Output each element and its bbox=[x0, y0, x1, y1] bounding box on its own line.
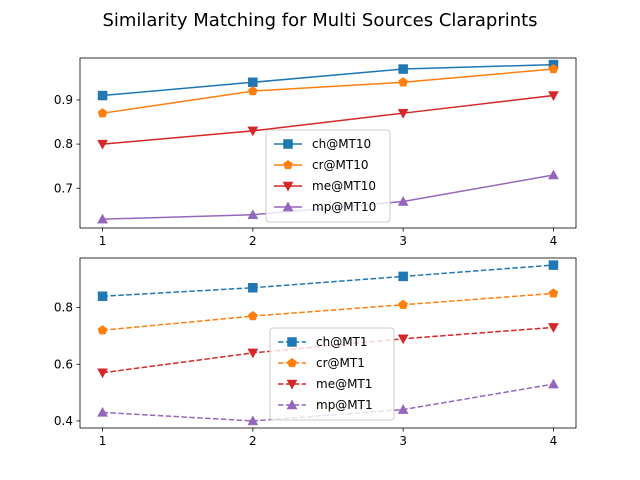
data-point-ch@MT1-3 bbox=[398, 271, 408, 282]
data-point-ch@MT1-4 bbox=[548, 260, 559, 270]
legend-label-mp@MT1: mp@MT1 bbox=[316, 398, 373, 412]
x-tick-label: 4 bbox=[550, 434, 558, 448]
data-point-me@MT10-1 bbox=[97, 139, 108, 150]
legend-marker-mp@MT1 bbox=[286, 399, 298, 410]
y-tick-label: 0.6 bbox=[54, 357, 73, 371]
top-subplot: 1 2 3 4 0.7 0.8 0.9 ch@MT10 cr@MT10 me@MT10 mp@MT1… bbox=[54, 57, 577, 248]
legend-marker-cr@MT10 bbox=[283, 159, 293, 170]
data-point-cr@MT1-3 bbox=[398, 299, 409, 309]
legend-marker-cr@MT1 bbox=[287, 357, 297, 368]
y-tick-label: 0.8 bbox=[54, 137, 73, 151]
data-point-cr@MT1-2 bbox=[247, 310, 258, 321]
data-point-mp@MT1-2 bbox=[247, 415, 259, 426]
data-point-me@MT1-4 bbox=[548, 323, 559, 333]
data-point-mp@MT10-2 bbox=[247, 209, 259, 220]
x-tick-label: 1 bbox=[99, 434, 107, 448]
data-point-cr@MT10-4 bbox=[548, 63, 559, 74]
series-cr@MT10 bbox=[97, 63, 559, 118]
y-tick-label: 0.4 bbox=[54, 414, 73, 428]
data-point-cr@MT1-4 bbox=[548, 288, 559, 298]
legend: ch@MT1 cr@MT1 me@MT1 mp@MT1 bbox=[269, 327, 395, 421]
data-point-mp@MT10-4 bbox=[548, 169, 559, 180]
data-point-cr@MT10-3 bbox=[398, 77, 409, 87]
legend-label-ch@MT10: ch@MT10 bbox=[312, 137, 371, 151]
data-point-me@MT10-2 bbox=[247, 126, 259, 137]
x-tick-label: 1 bbox=[99, 234, 107, 248]
legend-label-me@MT10: me@MT10 bbox=[312, 179, 376, 193]
legend-marker-ch@MT1 bbox=[287, 337, 297, 347]
data-point-cr@MT10-2 bbox=[247, 86, 258, 96]
legend-label-me@MT1: me@MT1 bbox=[316, 377, 372, 391]
data-point-mp@MT1-4 bbox=[548, 378, 559, 389]
legend-marker-me@MT10 bbox=[282, 181, 294, 192]
data-point-me@MT10-4 bbox=[548, 91, 559, 102]
data-point-ch@MT1-2 bbox=[248, 283, 258, 293]
data-point-cr@MT10-1 bbox=[97, 108, 108, 118]
series-me@MT10 bbox=[97, 91, 559, 150]
legend: ch@MT10 cr@MT10 me@MT10 mp@MT10 bbox=[265, 129, 391, 223]
axes-frame bbox=[79, 257, 577, 429]
data-point-ch@MT10-2 bbox=[248, 77, 258, 88]
data-point-me@MT1-1 bbox=[97, 368, 108, 379]
data-point-me@MT1-3 bbox=[397, 334, 409, 345]
x-tick-label: 3 bbox=[399, 234, 407, 248]
data-point-cr@MT1-1 bbox=[97, 325, 108, 335]
x-tick-label: 2 bbox=[249, 434, 257, 448]
series-cr@MT1 bbox=[97, 288, 559, 335]
legend-box bbox=[269, 327, 395, 421]
series-line-cr@MT1 bbox=[102, 292, 554, 331]
data-point-ch@MT1-1 bbox=[97, 291, 108, 301]
legend-label-mp@MT10: mp@MT10 bbox=[312, 200, 376, 214]
legend-label-cr@MT10: cr@MT10 bbox=[312, 158, 368, 172]
legend-marker-me@MT1 bbox=[286, 379, 298, 390]
data-point-mp@MT1-1 bbox=[97, 406, 108, 417]
data-point-ch@MT10-1 bbox=[97, 90, 108, 101]
data-point-mp@MT10-3 bbox=[397, 195, 409, 206]
x-tick-label: 4 bbox=[550, 234, 558, 248]
chart-title: Similarity Matching for Multi Sources Cl… bbox=[102, 10, 537, 31]
data-point-mp@MT10-1 bbox=[97, 213, 108, 224]
legend-marker-mp@MT10 bbox=[282, 201, 294, 212]
data-point-ch@MT10-3 bbox=[398, 64, 408, 74]
bottom-subplot: 1 2 3 4 0.4 0.6 0.8 ch@MT1 cr@MT1 me@MT1 mp@MT1 bbox=[54, 257, 577, 448]
series-line-ch@MT1 bbox=[102, 264, 554, 297]
data-point-me@MT10-3 bbox=[397, 108, 409, 119]
legend-label-ch@MT1: ch@MT1 bbox=[316, 335, 368, 349]
legend-label-cr@MT1: cr@MT1 bbox=[316, 356, 365, 370]
y-tick-label: 0.9 bbox=[54, 93, 73, 107]
series-line-cr@MT10 bbox=[102, 68, 554, 114]
data-point-mp@MT1-3 bbox=[397, 404, 409, 414]
series-ch@MT1 bbox=[97, 260, 559, 301]
data-point-me@MT1-2 bbox=[247, 348, 259, 359]
legend-marker-ch@MT10 bbox=[283, 139, 293, 149]
x-tick-label: 2 bbox=[249, 234, 257, 248]
series-line-me@MT10 bbox=[102, 94, 554, 145]
series-line-me@MT1 bbox=[102, 326, 554, 374]
axes-frame bbox=[79, 57, 577, 229]
x-tick-label: 3 bbox=[399, 434, 407, 448]
y-tick-label: 0.8 bbox=[54, 301, 73, 315]
series-me@MT1 bbox=[97, 323, 559, 379]
series-line-ch@MT10 bbox=[102, 63, 554, 97]
legend-box bbox=[265, 129, 391, 223]
y-tick-label: 0.7 bbox=[54, 181, 73, 195]
